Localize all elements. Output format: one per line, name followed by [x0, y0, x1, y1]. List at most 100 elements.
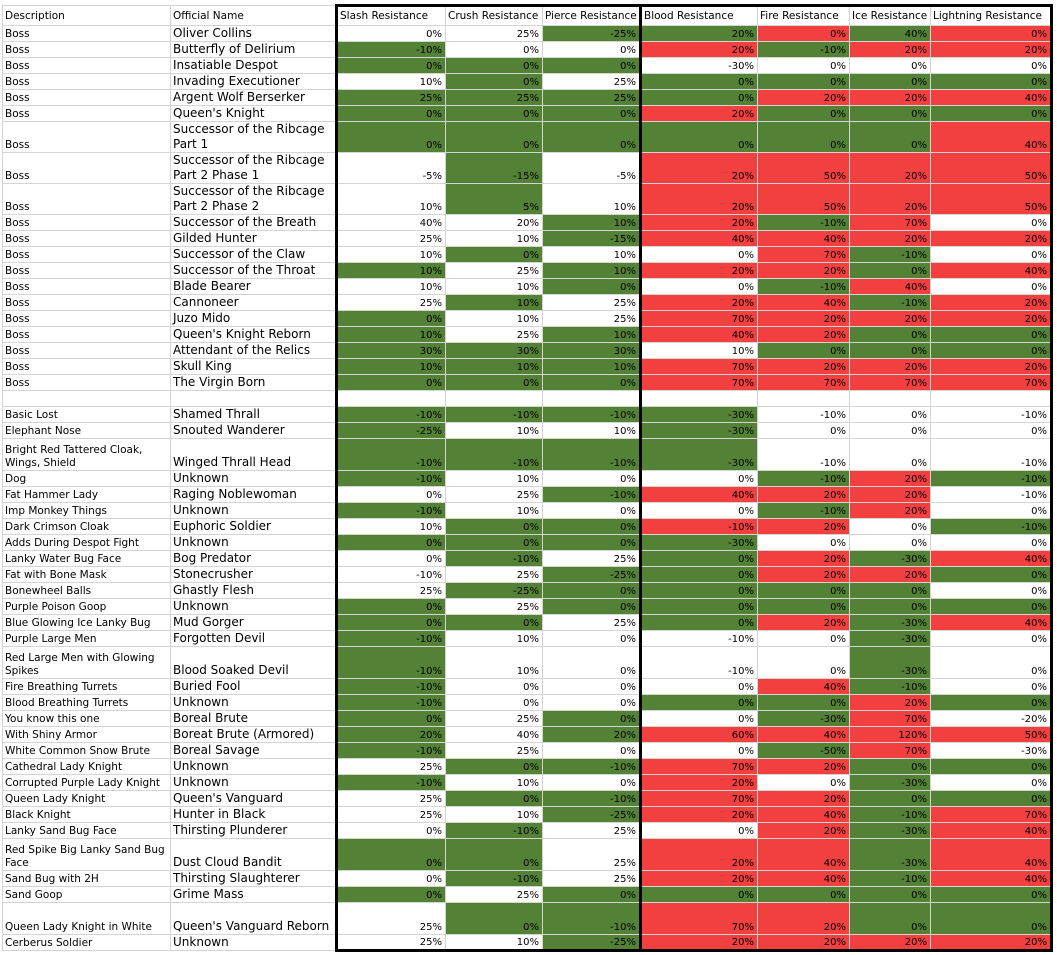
- cell-ice[interactable]: 0%: [849, 886, 931, 903]
- cell-pierce[interactable]: 25%: [542, 89, 641, 106]
- cell-slash[interactable]: -10%: [335, 41, 446, 58]
- cell-fire[interactable]: 0%: [757, 582, 850, 599]
- cell-official-name[interactable]: Successor of the Throat: [170, 262, 337, 279]
- cell-lightning[interactable]: 0%: [930, 646, 1053, 679]
- cell-description[interactable]: Corrupted Purple Lady Knight: [2, 774, 171, 791]
- cell-official-name[interactable]: Successor of the Breath: [170, 214, 337, 231]
- cell-official-name[interactable]: Ghastly Flesh: [170, 582, 337, 599]
- cell-lightning[interactable]: 0%: [930, 678, 1053, 695]
- cell-blood[interactable]: -30%: [639, 438, 758, 471]
- cell-description[interactable]: Red Large Men with Glowing Spikes: [2, 646, 171, 679]
- cell-pierce[interactable]: 0%: [542, 518, 641, 535]
- cell-lightning[interactable]: 0%: [930, 774, 1053, 791]
- cell-description[interactable]: Boss: [2, 105, 171, 122]
- cell-official-name[interactable]: Mud Gorger: [170, 614, 337, 631]
- cell-ice[interactable]: -10%: [849, 294, 931, 311]
- cell-ice[interactable]: -30%: [849, 838, 931, 871]
- cell-description[interactable]: Lanky Sand Bug Face: [2, 822, 171, 839]
- cell-crush[interactable]: 0%: [445, 41, 543, 58]
- cell-pierce[interactable]: -5%: [542, 152, 641, 184]
- cell-lightning[interactable]: 0%: [930, 694, 1053, 711]
- cell-ice[interactable]: 20%: [849, 358, 931, 375]
- cell-lightning[interactable]: [930, 390, 1053, 407]
- cell-slash[interactable]: -10%: [335, 438, 446, 471]
- cell-blood[interactable]: 20%: [639, 870, 758, 887]
- cell-lightning[interactable]: 0%: [930, 630, 1053, 647]
- cell-official-name[interactable]: Euphoric Soldier: [170, 518, 337, 535]
- cell-crush[interactable]: 25%: [445, 566, 543, 583]
- cell-fire[interactable]: -50%: [757, 742, 850, 759]
- cell-slash[interactable]: 10%: [335, 73, 446, 90]
- cell-description[interactable]: Blood Breathing Turrets: [2, 694, 171, 711]
- cell-slash[interactable]: 0%: [335, 374, 446, 391]
- cell-official-name[interactable]: Unknown: [170, 534, 337, 551]
- cell-blood[interactable]: 40%: [639, 486, 758, 503]
- cell-slash[interactable]: 0%: [335, 105, 446, 122]
- cell-lightning[interactable]: 40%: [930, 870, 1053, 887]
- cell-crush[interactable]: 25%: [445, 89, 543, 106]
- cell-fire[interactable]: 20%: [757, 550, 850, 567]
- cell-blood[interactable]: 0%: [639, 502, 758, 519]
- cell-slash[interactable]: 20%: [335, 726, 446, 743]
- cell-ice[interactable]: 20%: [849, 502, 931, 519]
- cell-ice[interactable]: 70%: [849, 214, 931, 231]
- cell-description[interactable]: Boss: [2, 262, 171, 279]
- cell-description[interactable]: Boss: [2, 342, 171, 359]
- cell-pierce[interactable]: 0%: [542, 534, 641, 551]
- cell-crush[interactable]: 25%: [445, 598, 543, 615]
- cell-lightning[interactable]: 0%: [930, 566, 1053, 583]
- cell-official-name[interactable]: Buried Fool: [170, 678, 337, 695]
- cell-description[interactable]: Red Spike Big Lanky Sand Bug Face: [2, 838, 171, 871]
- cell-ice[interactable]: 0%: [849, 902, 931, 935]
- cell-fire[interactable]: -10%: [757, 470, 850, 487]
- cell-blood[interactable]: 0%: [639, 710, 758, 727]
- cell-description[interactable]: Dark Crimson Cloak: [2, 518, 171, 535]
- cell-official-name[interactable]: The Virgin Born: [170, 374, 337, 391]
- cell-pierce[interactable]: -10%: [542, 790, 641, 807]
- cell-pierce[interactable]: 0%: [542, 710, 641, 727]
- cell-fire[interactable]: 20%: [757, 934, 850, 952]
- cell-fire[interactable]: 40%: [757, 726, 850, 743]
- cell-crush[interactable]: 0%: [445, 534, 543, 551]
- cell-lightning[interactable]: 20%: [930, 294, 1053, 311]
- cell-description[interactable]: You know this one: [2, 710, 171, 727]
- cell-fire[interactable]: -10%: [757, 214, 850, 231]
- cell-slash[interactable]: 10%: [335, 326, 446, 343]
- cell-ice[interactable]: -30%: [849, 646, 931, 679]
- header-lightning-resistance[interactable]: Lightning Resistance: [930, 4, 1053, 26]
- cell-ice[interactable]: 0%: [849, 326, 931, 343]
- cell-fire[interactable]: 20%: [757, 518, 850, 535]
- cell-slash[interactable]: -10%: [335, 406, 446, 423]
- cell-crush[interactable]: 10%: [445, 294, 543, 311]
- cell-lightning[interactable]: -10%: [930, 518, 1053, 535]
- cell-description[interactable]: Boss: [2, 358, 171, 375]
- cell-ice[interactable]: 70%: [849, 374, 931, 391]
- cell-slash[interactable]: 25%: [335, 89, 446, 106]
- cell-official-name[interactable]: Butterfly of Delirium: [170, 41, 337, 58]
- cell-crush[interactable]: 0%: [445, 518, 543, 535]
- cell-crush[interactable]: 10%: [445, 358, 543, 375]
- cell-official-name[interactable]: Successor of the Claw: [170, 246, 337, 263]
- cell-ice[interactable]: -10%: [849, 806, 931, 823]
- cell-slash[interactable]: 25%: [335, 230, 446, 247]
- cell-lightning[interactable]: 70%: [930, 374, 1053, 391]
- cell-slash[interactable]: 0%: [335, 822, 446, 839]
- cell-fire[interactable]: [757, 390, 850, 407]
- cell-description[interactable]: White Common Snow Brute: [2, 742, 171, 759]
- cell-crush[interactable]: 40%: [445, 726, 543, 743]
- cell-lightning[interactable]: 70%: [930, 806, 1053, 823]
- cell-blood[interactable]: -30%: [639, 406, 758, 423]
- cell-ice[interactable]: 20%: [849, 89, 931, 106]
- cell-fire[interactable]: 0%: [757, 534, 850, 551]
- cell-slash[interactable]: -10%: [335, 630, 446, 647]
- cell-pierce[interactable]: [542, 390, 641, 407]
- cell-lightning[interactable]: 20%: [930, 41, 1053, 58]
- header-pierce-resistance[interactable]: Pierce Resistance: [542, 4, 641, 26]
- cell-official-name[interactable]: Dust Cloud Bandit: [170, 838, 337, 871]
- cell-fire[interactable]: 20%: [757, 358, 850, 375]
- cell-blood[interactable]: 20%: [639, 214, 758, 231]
- cell-fire[interactable]: 40%: [757, 838, 850, 871]
- cell-lightning[interactable]: 20%: [930, 358, 1053, 375]
- cell-official-name[interactable]: Boreal Brute: [170, 710, 337, 727]
- cell-fire[interactable]: 50%: [757, 152, 850, 184]
